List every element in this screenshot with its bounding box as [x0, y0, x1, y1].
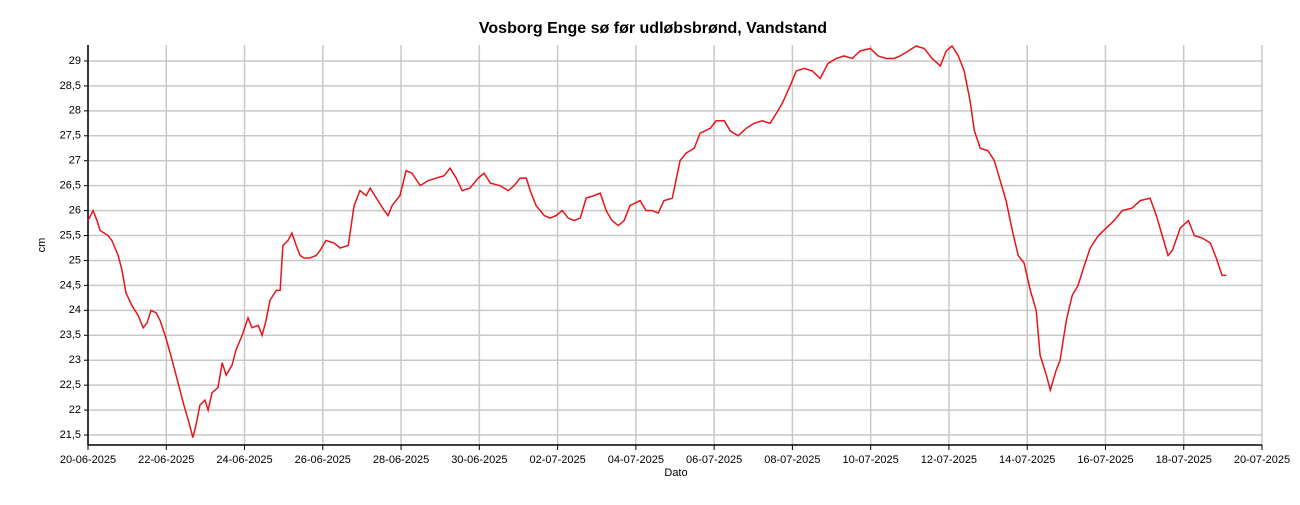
y-tick-label: 23,5: [60, 329, 81, 341]
y-tick-label: 21,5: [60, 429, 81, 441]
x-tick-label: 12-07-2025: [921, 454, 977, 466]
y-tick-label: 28: [69, 105, 81, 117]
y-tick-label: 27: [69, 155, 81, 167]
y-tick-label: 26,5: [60, 180, 81, 192]
x-tick-label: 28-06-2025: [373, 454, 429, 466]
x-axis-label: Dato: [664, 467, 687, 479]
x-tick-label: 10-07-2025: [843, 454, 899, 466]
x-tick-label: 20-07-2025: [1234, 454, 1290, 466]
x-tick-label: 02-07-2025: [529, 454, 585, 466]
x-tick-label: 30-06-2025: [451, 454, 507, 466]
y-tick-label: 22: [69, 404, 81, 416]
y-tick-label: 25: [69, 254, 81, 266]
x-tick-label: 14-07-2025: [999, 454, 1055, 466]
y-tick-label: 28,5: [60, 80, 81, 92]
chart-title: Vosborg Enge sø før udløbsbrønd, Vandsta…: [479, 20, 827, 37]
y-axis-label: cm: [36, 238, 48, 253]
x-tick-label: 08-07-2025: [764, 454, 820, 466]
x-tick-label: 16-07-2025: [1077, 454, 1133, 466]
y-tick-label: 29: [69, 55, 81, 67]
x-tick-label: 24-06-2025: [216, 454, 272, 466]
x-tick-label: 06-07-2025: [686, 454, 742, 466]
y-tick-label: 24: [69, 304, 81, 316]
x-tick-label: 26-06-2025: [295, 454, 351, 466]
x-tick-label: 22-06-2025: [138, 454, 194, 466]
y-tick-label: 27,5: [60, 130, 81, 142]
data-line: [87, 44, 1227, 438]
y-tick-label: 24,5: [60, 279, 81, 291]
x-tick-label: 18-07-2025: [1156, 454, 1212, 466]
y-tick-label: 25,5: [60, 229, 81, 241]
x-tick-label: 04-07-2025: [608, 454, 664, 466]
y-tick-label: 23: [69, 354, 81, 366]
x-tick-label: 20-06-2025: [60, 454, 116, 466]
y-tick-label: 22,5: [60, 379, 81, 391]
y-tick-label: 26: [69, 204, 81, 216]
